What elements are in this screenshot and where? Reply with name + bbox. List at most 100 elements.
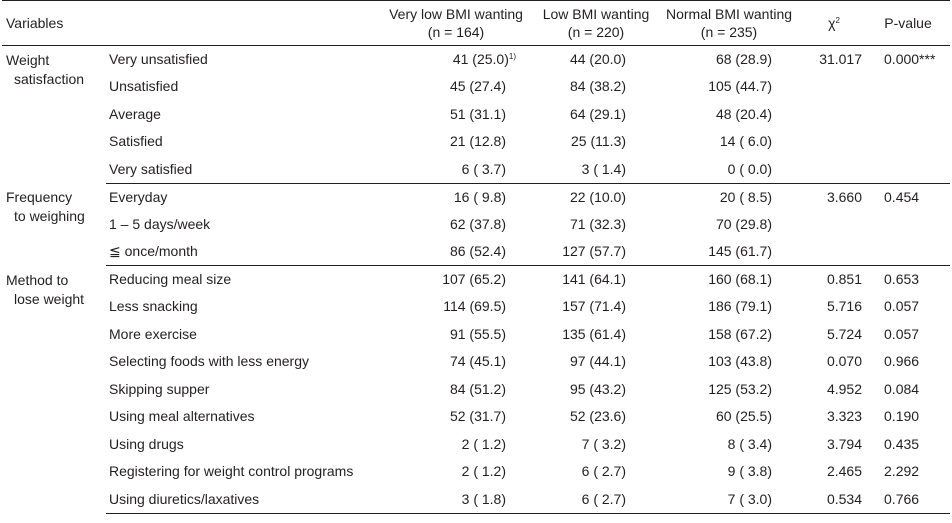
header-group-label: Very low BMI wanting: [389, 6, 523, 22]
cell-normal-value: 145 (61.7): [708, 243, 773, 259]
row-label-value: Using meal alternatives: [109, 408, 255, 424]
cell-pvalue: [866, 128, 950, 156]
cell-very-low: 52 (31.7): [376, 403, 536, 431]
cell-very-low: 2 ( 1.2): [376, 431, 536, 459]
cell-normal-value: 9 ( 3.8): [727, 463, 773, 479]
cell-chi-square: 31.017: [802, 46, 866, 74]
cell-pvalue: 0.435: [866, 431, 950, 459]
row-label-value: Satisfied: [109, 133, 163, 149]
cell-very-low: 107 (65.2): [376, 266, 536, 294]
cell-very-low-value: 62 (37.8): [449, 215, 507, 232]
cell-chi-square-value: 3.323: [826, 408, 863, 424]
cell-very-low: 62 (37.8): [376, 211, 536, 239]
cell-low-value: 95 (43.2): [569, 380, 627, 397]
cell-very-low-value: 86 (52.4): [449, 243, 507, 259]
cell-chi-square: 3.323: [802, 403, 866, 431]
cell-chi-square: [802, 155, 867, 184]
cell-normal: 105 (44.7): [656, 73, 802, 101]
cell-normal-value: 48 (20.4): [715, 105, 773, 122]
row-label-value: Everyday: [109, 188, 168, 205]
cell-pvalue-value: 0.084: [884, 380, 920, 397]
cell-normal-value: 20 ( 8.5): [719, 188, 773, 205]
cell-pvalue-value: 0.190: [884, 408, 920, 424]
header-pvalue: P-value: [866, 0, 951, 46]
row-label: Using meal alternatives: [106, 403, 376, 431]
cell-normal-value: 103 (43.8): [708, 353, 773, 369]
cell-very-low-value: 45 (27.4): [449, 78, 507, 94]
cell-chi-square: [802, 73, 866, 101]
cell-very-low-value: 74 (45.1): [449, 353, 507, 369]
cell-chi-square-value: 5.724: [826, 325, 863, 342]
header-group-very-low: Very low BMI wanting (n = 164): [376, 0, 537, 46]
table-row: ≦ once/month 86 (52.4) 127 (57.7) 145 (61.7…: [2, 238, 951, 266]
cell-chi-square: 3.794: [802, 431, 866, 459]
header-group-label: Normal BMI wanting: [665, 6, 793, 22]
header-row: Variables Very low BMI wanting (n = 164)…: [2, 0, 951, 46]
cell-low: 84 (38.2): [536, 73, 656, 101]
table-row: Very satisfied 6 ( 3.7) 3 ( 1.4) 0 ( 0.0): [2, 155, 951, 184]
cell-pvalue-value: 0.057: [884, 325, 920, 342]
cell-very-low: 86 (52.4): [376, 238, 537, 266]
cell-pvalue: [866, 101, 950, 129]
row-label: 1 – 5 days/week: [106, 211, 376, 239]
table-row: Average 51 (31.1) 64 (29.1) 48 (20.4): [2, 101, 950, 129]
cell-very-low: 74 (45.1): [376, 348, 536, 376]
cell-pvalue: [866, 73, 950, 101]
cell-very-low-value: 6 ( 3.7): [461, 160, 507, 177]
cell-low-value: 52 (23.6): [569, 408, 627, 424]
cell-low: 71 (32.3): [536, 211, 656, 239]
header-variables: Variables: [2, 0, 377, 46]
cell-normal: 68 (28.9): [656, 46, 802, 74]
cell-normal-value: 0 ( 0.0): [727, 160, 773, 177]
row-label: Reducing meal size: [106, 266, 376, 294]
row-label: Everyday: [106, 183, 376, 211]
cell-normal-value: 160 (68.1): [708, 271, 773, 287]
chi-symbol: χ: [828, 14, 836, 31]
group-label-line1: Frequency: [6, 189, 73, 205]
cell-normal: 186 (79.1): [656, 293, 802, 321]
cell-very-low-value: 16 ( 9.8): [453, 188, 507, 205]
cell-low: 157 (71.4): [536, 293, 656, 321]
header-group-n: (n = 220): [567, 24, 625, 40]
cell-chi-square: 0.070: [802, 348, 866, 376]
cell-very-low-value: 41 (25.0)1): [452, 51, 517, 67]
cell-pvalue-value: 0.653: [884, 271, 920, 287]
row-label-value: ≦ once/month: [109, 243, 198, 259]
cell-chi-square-value: 5.716: [826, 298, 863, 314]
cell-normal: 125 (53.2): [656, 376, 802, 404]
cell-low-value: 127 (57.7): [562, 243, 627, 259]
row-label-value: Skipping supper: [109, 380, 210, 397]
cell-chi-square-value: 0.534: [826, 490, 863, 507]
cell-chi-square-value: 31.017: [819, 51, 863, 67]
cell-normal: 8 ( 3.4): [656, 431, 802, 459]
cell-chi-square: 2.465: [802, 458, 866, 486]
cell-pvalue-value: 0.766: [884, 490, 920, 507]
cell-pvalue-value: 0.000***: [884, 51, 936, 67]
header-group-label: Low BMI wanting: [542, 6, 650, 22]
cell-low: 3 ( 1.4): [536, 155, 657, 184]
cell-very-low: 3 ( 1.8): [376, 485, 537, 514]
row-label-value: Reducing meal size: [109, 271, 232, 287]
cell-pvalue-value: 0.966: [884, 353, 920, 369]
cell-low-value: 135 (61.4): [562, 325, 627, 342]
cell-pvalue: [866, 211, 950, 239]
header-group-normal: Normal BMI wanting (n = 235): [656, 0, 803, 46]
cell-pvalue: 0.766: [866, 485, 951, 514]
header-group-low: Low BMI wanting (n = 220): [536, 0, 657, 46]
table-row: Frequency to weighing Everyday 16 ( 9.8) 22 …: [2, 183, 950, 225]
results-table: Variables Very low BMI wanting (n = 164)…: [2, 0, 951, 514]
cell-very-low-value: 2 ( 1.2): [461, 463, 507, 479]
cell-chi-square-value: 0.070: [826, 353, 863, 369]
cell-low-value: 44 (20.0): [569, 51, 627, 67]
cell-chi-square-value: 4.952: [826, 380, 863, 397]
header-group-n: (n = 235): [700, 24, 758, 40]
group-label-line2: lose weight: [14, 290, 85, 307]
row-label: ≦ once/month: [106, 238, 377, 266]
table-row: Registering for weight control programs 2…: [2, 458, 950, 486]
cell-very-low-value: 114 (69.5): [443, 298, 507, 314]
cell-very-low-value: 21 (12.8): [449, 133, 507, 149]
row-label: Selecting foods with less energy: [106, 348, 376, 376]
row-label: Using drugs: [106, 431, 376, 459]
cell-normal: 48 (20.4): [656, 101, 802, 129]
cell-pvalue: [866, 155, 951, 184]
